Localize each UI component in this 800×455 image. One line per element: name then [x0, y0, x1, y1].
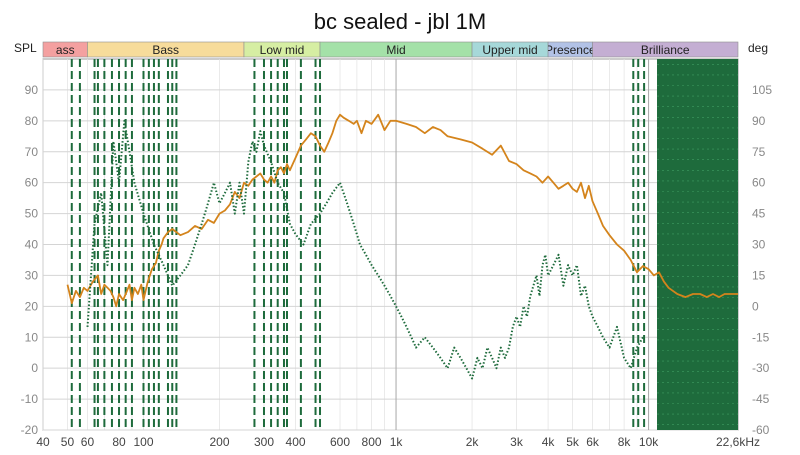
- band-label-3: Mid: [386, 43, 405, 57]
- x-tick-label-16: 8k: [618, 435, 632, 449]
- x-tick-label-1: 50: [61, 435, 75, 449]
- band-label-0: ass: [56, 43, 75, 57]
- x-tick-label-8: 600: [330, 435, 350, 449]
- y-tick-left-3: 10: [25, 330, 39, 344]
- y-tick-left-6: 40: [25, 238, 39, 252]
- y-axis-left-label: SPL: [14, 41, 37, 55]
- y-tick-right-6: 30: [752, 238, 766, 252]
- band-6: [592, 41, 739, 58]
- x-tick-label-17: 10k: [639, 435, 659, 449]
- y-tick-right-10: 90: [752, 114, 766, 128]
- y-tick-left-1: -10: [21, 392, 39, 406]
- y-tick-right-8: 60: [752, 176, 766, 190]
- y-tick-left-10: 80: [25, 114, 39, 128]
- y-tick-left-0: -20: [21, 423, 39, 437]
- band-label-6: Brilliance: [641, 43, 690, 57]
- x-tick-label-13: 4k: [542, 435, 556, 449]
- y-tick-left-11: 90: [25, 83, 39, 97]
- x-tick-label-15: 6k: [586, 435, 600, 449]
- x-tick-label-6: 300: [254, 435, 274, 449]
- band-label-4: Upper mid: [482, 43, 537, 57]
- y-tick-right-11: 105: [752, 83, 772, 97]
- y-tick-right-9: 75: [752, 145, 766, 159]
- y-tick-left-8: 60: [25, 176, 39, 190]
- y-tick-right-3: -15: [752, 330, 770, 344]
- band-label-2: Low mid: [260, 43, 305, 57]
- y-tick-right-4: 0: [752, 299, 759, 313]
- x-tick-label-14: 5k: [566, 435, 580, 449]
- y-tick-right-2: -30: [752, 361, 770, 375]
- spl-series-line: [66, 113, 738, 308]
- x-tick-label-2: 60: [81, 435, 95, 449]
- y-axis-right-label: deg: [748, 41, 768, 55]
- x-tick-label-11: 2k: [466, 435, 480, 449]
- y-tick-left-4: 20: [25, 299, 39, 313]
- chart-title: bc sealed - jbl 1M: [314, 9, 486, 34]
- x-tick-label-10: 1k: [390, 435, 404, 449]
- band-label-5: Presence: [545, 43, 596, 57]
- x-tick-label-12: 3k: [510, 435, 524, 449]
- x-tick-label-0: 40: [36, 435, 50, 449]
- y-tick-right-1: -45: [752, 392, 770, 406]
- x-tick-label-18: 22,6kHz: [716, 435, 760, 449]
- y-tick-left-5: 30: [25, 268, 39, 282]
- y-tick-right-0: -60: [752, 423, 770, 437]
- x-tick-label-4: 100: [133, 435, 153, 449]
- y-tick-right-5: 15: [752, 268, 766, 282]
- x-tick-label-5: 200: [210, 435, 230, 449]
- y-tick-right-7: 45: [752, 207, 766, 221]
- y-tick-left-7: 50: [25, 207, 39, 221]
- y-tick-left-9: 70: [25, 145, 39, 159]
- x-tick-label-3: 80: [112, 435, 126, 449]
- band-label-1: Bass: [152, 43, 179, 57]
- x-tick-label-9: 800: [362, 435, 382, 449]
- x-tick-label-7: 400: [286, 435, 306, 449]
- y-tick-left-2: 0: [31, 361, 38, 375]
